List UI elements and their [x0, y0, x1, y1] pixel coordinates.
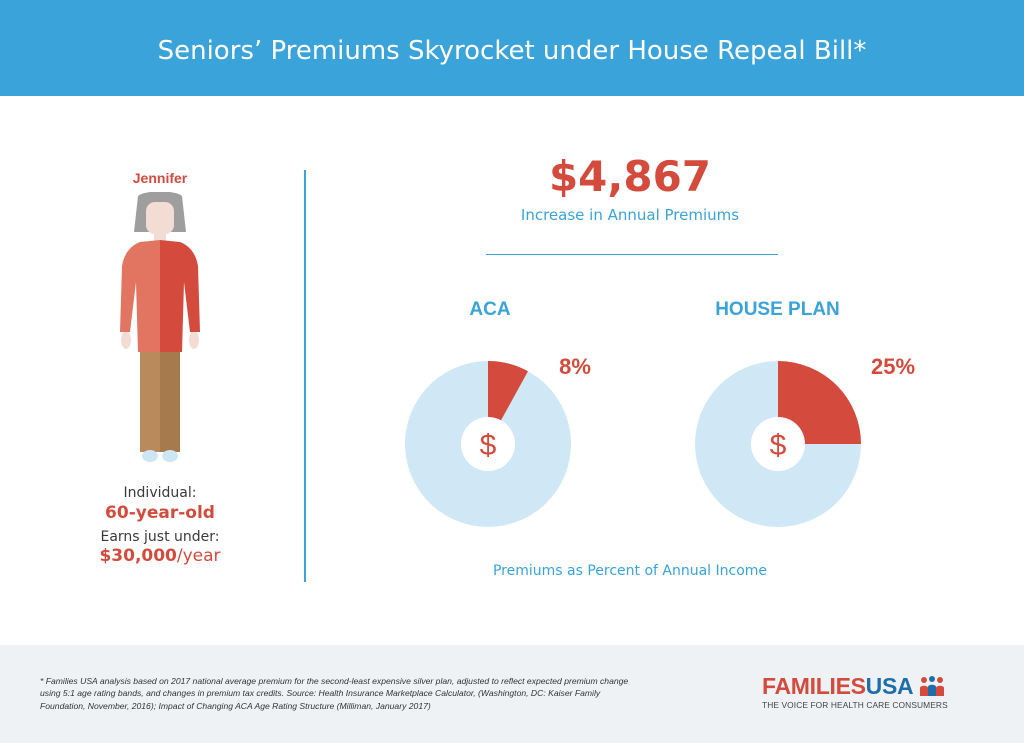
- house-plan-pie-center: [751, 417, 805, 471]
- footnote: * Families USA analysis based on 2017 na…: [40, 676, 629, 711]
- aca-dollar-symbol: $: [480, 429, 497, 462]
- horizontal-divider: [486, 254, 778, 255]
- logo-word-usa: USA: [865, 673, 913, 699]
- families-usa-logo: FAMILIESUSA THE VOICE FOR HEALTH CARE CO…: [762, 673, 982, 710]
- house-plan-pie-chart: $: [695, 361, 861, 527]
- logo-word-families: FAMILIES: [762, 673, 866, 699]
- aca-percent-label: 8%: [559, 354, 591, 379]
- chart-caption: Premiums as Percent of Annual Income: [492, 563, 768, 579]
- footer: [0, 645, 1024, 743]
- house-plan-label: HOUSE PLAN: [715, 299, 840, 320]
- headline-value: $4,867: [548, 152, 712, 201]
- aca-pie-center: [461, 417, 515, 471]
- aca-pie-chart: $: [405, 361, 571, 527]
- logo-wordmark: FAMILIESUSA: [762, 673, 982, 699]
- person-type-label: Individual:: [123, 485, 197, 501]
- logo-tagline: THE VOICE FOR HEALTH CARE CONSUMERS: [762, 700, 948, 710]
- page-title: Seniors’ Premiums Skyrocket under House …: [157, 36, 867, 66]
- house-plan-dollar-symbol: $: [770, 429, 787, 462]
- logo-people-icon: [919, 676, 944, 696]
- person-age: 60-year-old: [105, 503, 215, 523]
- person-illustration: [120, 192, 200, 462]
- house-plan-percent-label: 25%: [870, 354, 916, 379]
- person-income-label: Earns just under:: [100, 529, 220, 545]
- vertical-divider: [304, 170, 306, 582]
- person-income-line: $30,000/year: [60, 546, 260, 566]
- person-income: $30,000: [99, 546, 177, 566]
- person-name: Jennifer: [132, 170, 188, 186]
- headline-label: Increase in Annual Premiums: [520, 206, 740, 224]
- aca-label: ACA: [469, 299, 511, 320]
- house-plan-pie-slice: [778, 361, 861, 444]
- person-income-period: /year: [176, 546, 221, 566]
- header-banner: Seniors’ Premiums Skyrocket under House …: [0, 0, 1024, 96]
